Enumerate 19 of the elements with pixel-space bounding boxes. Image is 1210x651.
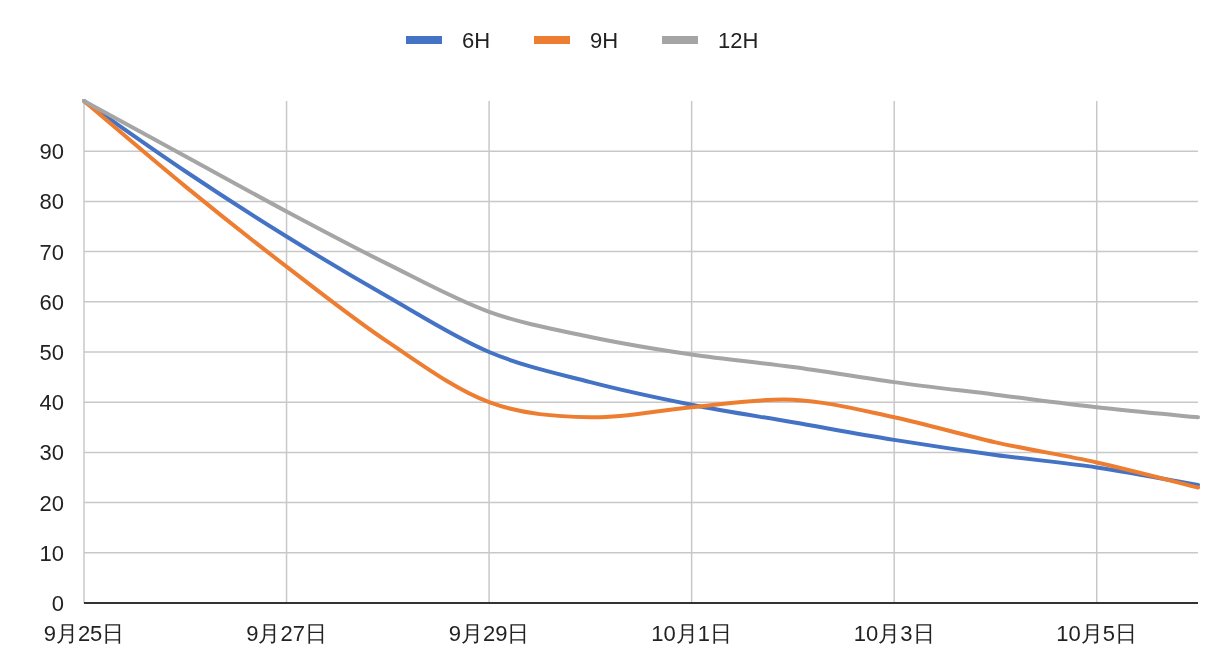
x-tick-label: 10月5日 (1056, 621, 1138, 646)
x-tick-label: 10月3日 (853, 621, 935, 646)
y-tick-label: 0 (51, 591, 64, 616)
y-tick-label: 30 (39, 440, 64, 466)
y-tick-label: 60 (39, 289, 64, 315)
legend-label: 6H (462, 28, 491, 53)
x-tick-label: 9月27日 (246, 621, 327, 646)
y-tick-label: 50 (39, 340, 64, 365)
y-tick-label: 20 (39, 490, 64, 516)
x-tick-label: 10月1日 (651, 621, 732, 646)
y-tick-label: 80 (39, 189, 64, 215)
x-tick-label: 9月29日 (448, 621, 530, 646)
y-tick-label: 10 (39, 540, 64, 566)
y-tick-label: 70 (39, 239, 64, 265)
y-tick-label: 40 (39, 390, 64, 416)
legend-label: 9H (590, 28, 619, 53)
y-tick-label: 90 (39, 139, 64, 165)
legend-label: 12H (718, 28, 759, 53)
x-tick-label: 9月25日 (43, 621, 125, 646)
